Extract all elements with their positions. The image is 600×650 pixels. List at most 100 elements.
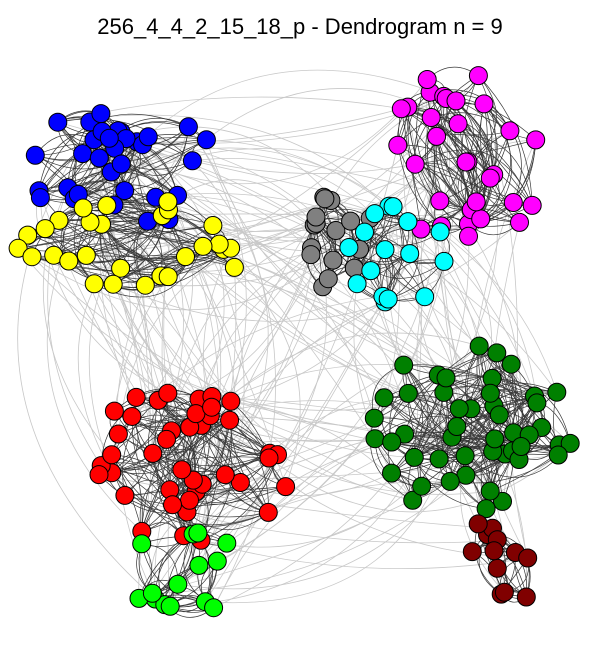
- node-green: [547, 382, 567, 402]
- graph-edge: [201, 425, 269, 513]
- node-green: [429, 449, 449, 469]
- graph-edge: [110, 171, 162, 277]
- graph-edge: [478, 345, 519, 492]
- node-green: [394, 355, 414, 375]
- node-green: [404, 447, 424, 467]
- graph-edge: [118, 419, 230, 454]
- node-blue: [89, 148, 109, 168]
- graph-edge: [480, 103, 520, 223]
- graph-edge: [439, 231, 558, 393]
- graph-edge: [99, 126, 189, 162]
- node-red: [158, 383, 178, 403]
- node-green: [493, 491, 512, 511]
- graph-edge: [67, 187, 159, 401]
- node-cyan: [400, 244, 420, 264]
- graph-edge: [169, 457, 270, 496]
- graph-edge: [169, 486, 286, 495]
- graph-edge: [167, 276, 413, 501]
- node-red: [122, 407, 142, 426]
- node-green: [364, 408, 384, 428]
- node-red: [215, 465, 235, 485]
- node-magenta: [459, 226, 478, 246]
- node-magenta: [500, 121, 520, 141]
- graph-edge: [157, 439, 184, 536]
- node-light-green: [168, 574, 188, 594]
- node-green: [527, 393, 547, 413]
- node-green: [382, 463, 401, 483]
- node-red: [202, 397, 222, 417]
- graph-edge: [413, 229, 423, 458]
- graph-edge: [167, 179, 315, 226]
- graph-edge: [155, 174, 494, 243]
- node-green: [480, 383, 500, 403]
- graph-edge: [389, 374, 439, 443]
- node-red: [230, 473, 250, 492]
- node-yellow: [176, 247, 195, 267]
- graph-edge: [483, 103, 522, 203]
- node-cyan: [415, 287, 435, 307]
- node-red: [115, 485, 135, 505]
- node-gray: [301, 245, 321, 265]
- graph-edge: [374, 345, 480, 439]
- node-magenta: [427, 126, 447, 146]
- node-gray: [326, 221, 346, 240]
- node-dark-red: [468, 514, 488, 534]
- node-green: [436, 368, 456, 388]
- node-cyan: [355, 222, 374, 242]
- node-magenta: [417, 70, 437, 89]
- node-green: [487, 343, 507, 363]
- node-yellow: [59, 251, 79, 271]
- node-magenta: [391, 99, 411, 119]
- graph-edge: [188, 126, 247, 402]
- node-light-green: [204, 598, 224, 618]
- node-yellow: [35, 219, 55, 239]
- graph-edge: [111, 401, 232, 474]
- graph-edge: [117, 130, 385, 398]
- node-red: [102, 445, 122, 465]
- graph-edge: [403, 364, 423, 458]
- node-gray: [306, 207, 326, 227]
- graph-edge: [374, 438, 451, 484]
- graph-edge: [189, 454, 278, 505]
- node-blue: [25, 145, 45, 165]
- node-red: [108, 424, 128, 444]
- graph-edge: [442, 392, 491, 482]
- graph-edge: [457, 123, 533, 206]
- node-red: [157, 429, 176, 449]
- graph-edge: [401, 108, 472, 210]
- graph-edge: [206, 88, 459, 141]
- node-magenta: [526, 130, 546, 150]
- node-green: [382, 432, 402, 452]
- node-magenta: [480, 168, 500, 188]
- graph-edge: [139, 469, 182, 532]
- graph-edge: [197, 363, 512, 534]
- node-green: [485, 429, 505, 449]
- graph-edge: [93, 283, 159, 401]
- graph-edge: [403, 364, 440, 459]
- node-red: [276, 477, 296, 497]
- graph-edge: [465, 345, 495, 440]
- node-light-green: [142, 583, 162, 603]
- node-red: [104, 401, 124, 421]
- graph-edge: [443, 392, 491, 492]
- node-magenta: [446, 91, 466, 111]
- graph-edge: [210, 332, 480, 416]
- node-yellow: [158, 267, 178, 287]
- node-yellow: [18, 225, 38, 245]
- node-light-green: [189, 555, 209, 575]
- graph-edge: [364, 231, 445, 264]
- node-magenta: [405, 154, 425, 174]
- node-yellow: [224, 257, 244, 277]
- node-blue: [73, 144, 93, 164]
- node-dark-red: [462, 542, 482, 562]
- node-cyan: [347, 274, 367, 294]
- graph-edge: [436, 100, 472, 210]
- node-magenta: [474, 94, 494, 114]
- node-blue: [111, 154, 131, 174]
- node-gray: [344, 258, 364, 278]
- graph-edge: [412, 117, 442, 227]
- node-magenta: [430, 191, 450, 211]
- node-yellow: [158, 192, 178, 212]
- graph-edge: [38, 139, 95, 192]
- graph-edge: [157, 400, 226, 476]
